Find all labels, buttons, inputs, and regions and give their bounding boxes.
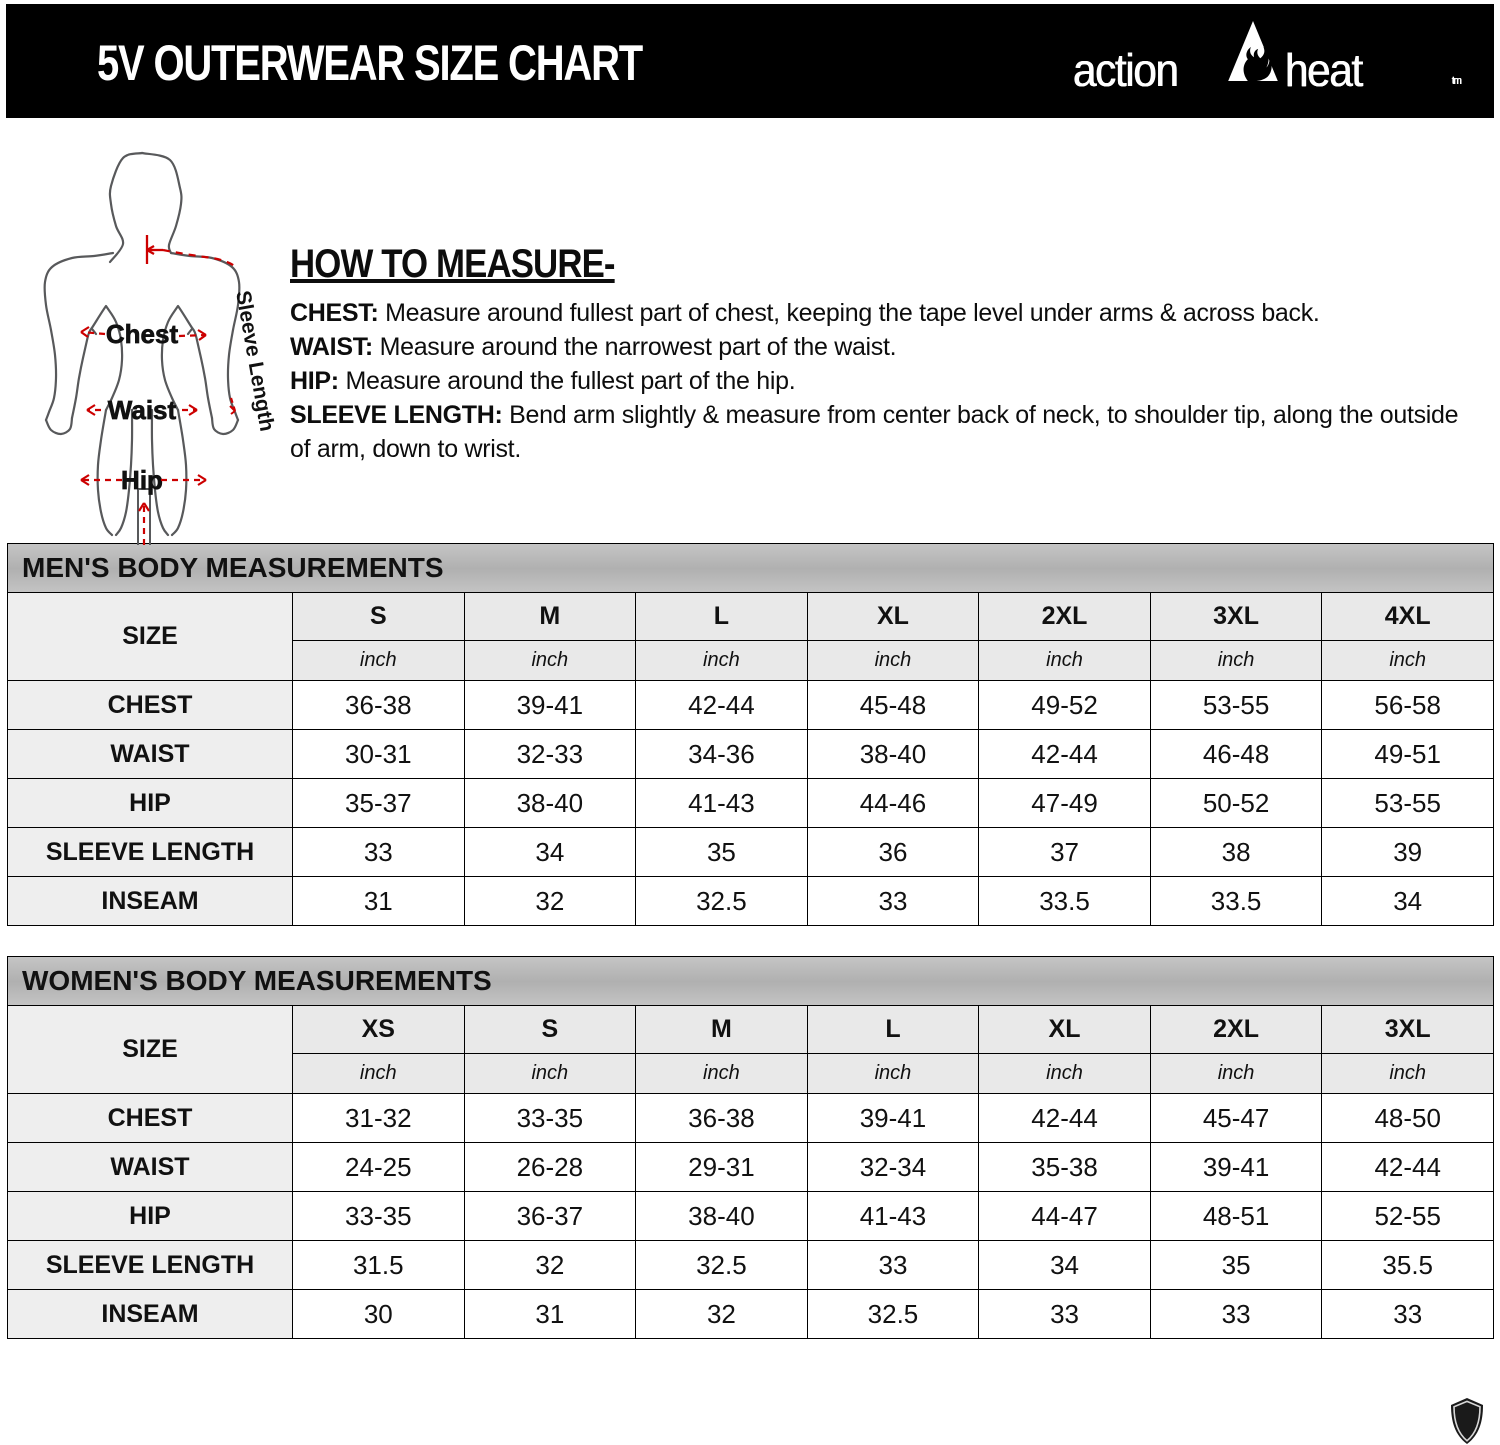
svg-text:Hip: Hip <box>121 465 163 495</box>
svg-text:Waist: Waist <box>108 395 177 425</box>
svg-text:Sleeve Length: Sleeve Length <box>231 289 278 433</box>
svg-text:Chest: Chest <box>106 319 179 349</box>
